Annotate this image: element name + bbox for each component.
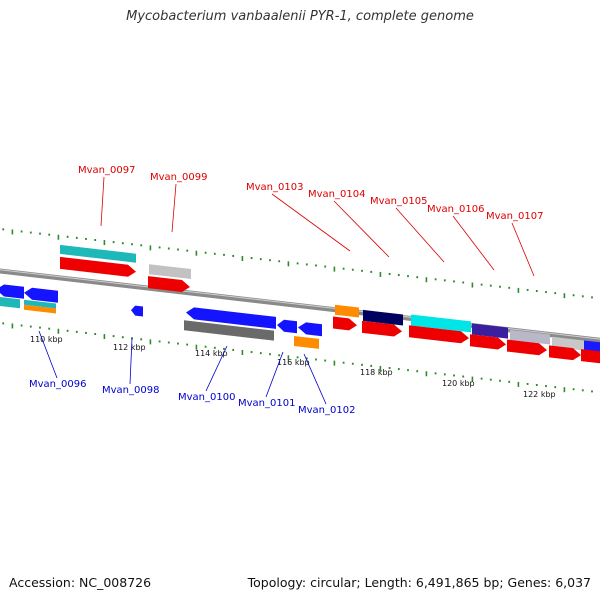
kbp-label: 120 kbp	[442, 379, 475, 388]
forward-gene-bar	[149, 264, 191, 280]
reverse-cds-arrow	[298, 322, 322, 337]
forward-gene-bar	[411, 314, 471, 333]
reverse-gene-label: Mvan_0100	[178, 392, 235, 403]
forward-cds-arrow	[409, 325, 469, 344]
forward-callout-line	[271, 193, 351, 252]
accession-text: Accession: NC_008726	[9, 575, 152, 590]
kbp-label: 110 kbp	[30, 335, 63, 344]
reverse-cds-arrow	[186, 307, 276, 329]
map-title: Mycobacterium vanbaalenii PYR-1, complet…	[126, 9, 474, 24]
forward-callout-line	[171, 183, 177, 233]
forward-callout-line	[395, 207, 445, 263]
forward-gene-bar	[363, 309, 403, 326]
kbp-label: 122 kbp	[523, 390, 556, 399]
tick-marks: 110 kbp 112 kbp 114 kbp 116 kbp 118 kbp 120 k…	[2, 228, 593, 399]
reverse-cds-arrow	[0, 284, 24, 299]
forward-gene-bar	[584, 340, 600, 353]
forward-callout-line	[511, 222, 535, 277]
kbp-label: 114 kbp	[195, 349, 228, 358]
forward-cds-arrow	[581, 349, 600, 364]
forward-gene-label: Mvan_0103	[246, 182, 303, 193]
forward-cds-arrow	[148, 276, 190, 293]
genome-summary: Topology: circular; Length: 6,491,865 bp…	[247, 575, 591, 590]
forward-gene-label: Mvan_0105	[370, 196, 427, 207]
forward-callout-line	[452, 215, 495, 271]
forward-callout-line	[333, 200, 390, 258]
forward-callout-line	[100, 176, 105, 227]
forward-cds-arrow	[60, 256, 136, 277]
reverse-gene-label: Mvan_0101	[238, 398, 295, 409]
reverse-gene-bar	[294, 335, 319, 349]
forward-cds-arrow	[507, 339, 547, 356]
gene-features	[0, 244, 600, 364]
forward-gene-label: Mvan_0099	[150, 172, 207, 183]
forward-cds-arrow	[333, 316, 357, 331]
forward-gene-label: Mvan_0107	[486, 211, 543, 222]
forward-gene-bar	[60, 244, 136, 263]
forward-gene-label: Mvan_0097	[78, 165, 135, 176]
reverse-cds-arrow	[131, 305, 143, 317]
forward-cds-arrow	[362, 320, 402, 337]
forward-gene-bar	[510, 329, 550, 345]
forward-cds-arrow	[549, 345, 581, 361]
reverse-callout-line	[129, 337, 133, 385]
reverse-gene-bar	[24, 304, 56, 314]
reverse-callout-line	[265, 351, 284, 398]
reverse-callout-line	[303, 353, 327, 405]
forward-gene-label: Mvan_0104	[308, 189, 365, 200]
reverse-gene-label: Mvan_0096	[29, 379, 86, 390]
reverse-gene-bar	[24, 299, 56, 309]
reverse-callout-line	[205, 345, 228, 392]
kbp-label: 116 kbp	[277, 358, 310, 367]
gene-callouts: Mvan_0097 Mvan_0099 Mvan_0103 Mvan_0104 Mvan…	[29, 165, 543, 416]
reverse-gene-bar	[0, 297, 20, 309]
reverse-gene-label: Mvan_0102	[298, 405, 355, 416]
forward-gene-bar	[472, 323, 508, 339]
kbp-label: 118 kbp	[360, 368, 393, 377]
reverse-gene-bar	[184, 320, 274, 341]
reverse-cds-arrow	[24, 287, 58, 303]
forward-gene-bar	[335, 304, 359, 318]
kbp-label: 112 kbp	[113, 343, 146, 352]
reverse-callout-line	[38, 330, 58, 379]
forward-cds-arrow	[470, 334, 506, 350]
forward-gene-label: Mvan_0106	[427, 204, 484, 215]
reverse-gene-label: Mvan_0098	[102, 385, 159, 396]
reverse-cds-arrow	[277, 319, 297, 334]
